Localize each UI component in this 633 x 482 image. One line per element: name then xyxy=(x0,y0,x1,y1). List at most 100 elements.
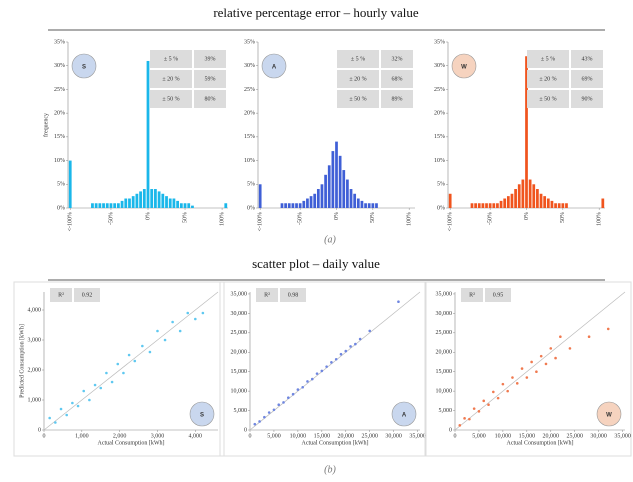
y-tick-label: 15% xyxy=(244,134,255,140)
y-tick-label: 35,000 xyxy=(436,291,453,297)
point xyxy=(277,403,281,407)
bar xyxy=(364,203,367,208)
bar xyxy=(324,174,327,208)
y-tick-label: 30% xyxy=(434,63,445,69)
point xyxy=(287,396,290,400)
r2-cell xyxy=(461,288,483,302)
bar xyxy=(187,203,191,208)
bar xyxy=(601,198,605,208)
x-tick-label: 2,000 xyxy=(113,433,127,439)
bar xyxy=(116,203,120,208)
bar xyxy=(306,198,309,208)
point xyxy=(127,353,131,357)
point xyxy=(116,362,120,366)
point xyxy=(82,389,86,393)
y-tick-label: 0% xyxy=(57,205,65,211)
r2-value: 0.92 xyxy=(82,292,93,298)
point xyxy=(156,329,159,333)
bar xyxy=(142,189,146,208)
y-tick-label: 3,000 xyxy=(28,337,42,343)
point xyxy=(349,345,352,348)
table-cell xyxy=(150,70,192,88)
bar xyxy=(496,203,499,208)
y-tick-label: 5,000 xyxy=(234,408,248,414)
table-text: 80% xyxy=(205,96,216,102)
bar xyxy=(157,191,161,208)
badge xyxy=(391,401,417,427)
r2-cell xyxy=(485,288,511,302)
table-text: 43% xyxy=(582,56,593,62)
point xyxy=(458,424,462,427)
point xyxy=(48,416,51,420)
bar xyxy=(313,193,317,208)
bar xyxy=(525,56,528,208)
y-tick-label: 10% xyxy=(54,158,65,164)
table-cell xyxy=(150,90,192,108)
diagonal xyxy=(454,291,626,431)
bar xyxy=(291,203,295,208)
point xyxy=(105,371,108,375)
y-tick-label: 5,000 xyxy=(439,408,453,414)
bar xyxy=(284,203,287,208)
point xyxy=(201,311,205,315)
table-cell xyxy=(194,50,226,68)
badge xyxy=(596,401,622,427)
point xyxy=(535,370,538,373)
badge xyxy=(189,401,215,427)
bar xyxy=(550,200,554,208)
point xyxy=(339,352,343,356)
bar xyxy=(309,196,313,208)
y-tick-label: 30% xyxy=(54,63,65,69)
diagonal xyxy=(249,291,421,431)
table-cell xyxy=(337,90,379,108)
bar xyxy=(474,203,477,208)
table-cell xyxy=(381,70,413,88)
y-tick-label: 20% xyxy=(434,111,445,117)
bar xyxy=(554,203,557,208)
point xyxy=(506,389,509,393)
point xyxy=(65,413,68,417)
x-tick-label: 0 xyxy=(454,433,457,439)
caption-b: (b) xyxy=(324,464,336,475)
bar xyxy=(346,179,349,208)
y-tick-label: 35% xyxy=(434,39,445,45)
x-tick-label: 35,000 xyxy=(409,433,426,439)
x-tick-label: 100% xyxy=(219,212,225,226)
bar xyxy=(298,203,302,208)
bar xyxy=(150,189,154,208)
point xyxy=(186,311,190,315)
table-text: ± 20 % xyxy=(539,76,556,82)
table-text: ± 50 % xyxy=(349,96,366,102)
bar xyxy=(506,196,510,208)
badge-text: W xyxy=(606,413,612,419)
point xyxy=(515,382,519,385)
table-cell xyxy=(571,50,603,68)
y-tick-label: 25,000 xyxy=(436,330,453,336)
point xyxy=(330,361,333,364)
x-tick-label: 50% xyxy=(182,212,188,223)
bar xyxy=(561,203,565,208)
x-tick-label: 25,000 xyxy=(361,433,378,439)
bar xyxy=(191,205,194,208)
bar xyxy=(165,196,168,208)
bar xyxy=(316,189,320,208)
x-tick-label: -50% xyxy=(488,212,494,225)
title-a: relative percentage error – hourly value xyxy=(213,5,419,20)
x-axis-label: Actual Consumption [kWh] xyxy=(98,440,165,446)
r2-cell xyxy=(256,288,278,302)
x-tick-label: 20,000 xyxy=(543,433,560,439)
y-tick-label: 10% xyxy=(434,158,445,164)
point xyxy=(59,407,63,411)
x-tick-label: 100% xyxy=(597,212,603,226)
bar xyxy=(172,198,176,208)
y-tick-label: 35% xyxy=(54,39,65,45)
bar xyxy=(565,203,568,208)
x-tick-label: <-100% xyxy=(448,212,454,231)
bar xyxy=(521,179,525,208)
bar xyxy=(102,203,105,208)
bar xyxy=(331,151,335,208)
point xyxy=(267,411,271,414)
r2-cell xyxy=(74,288,100,302)
point xyxy=(606,327,610,331)
bar xyxy=(68,160,72,208)
